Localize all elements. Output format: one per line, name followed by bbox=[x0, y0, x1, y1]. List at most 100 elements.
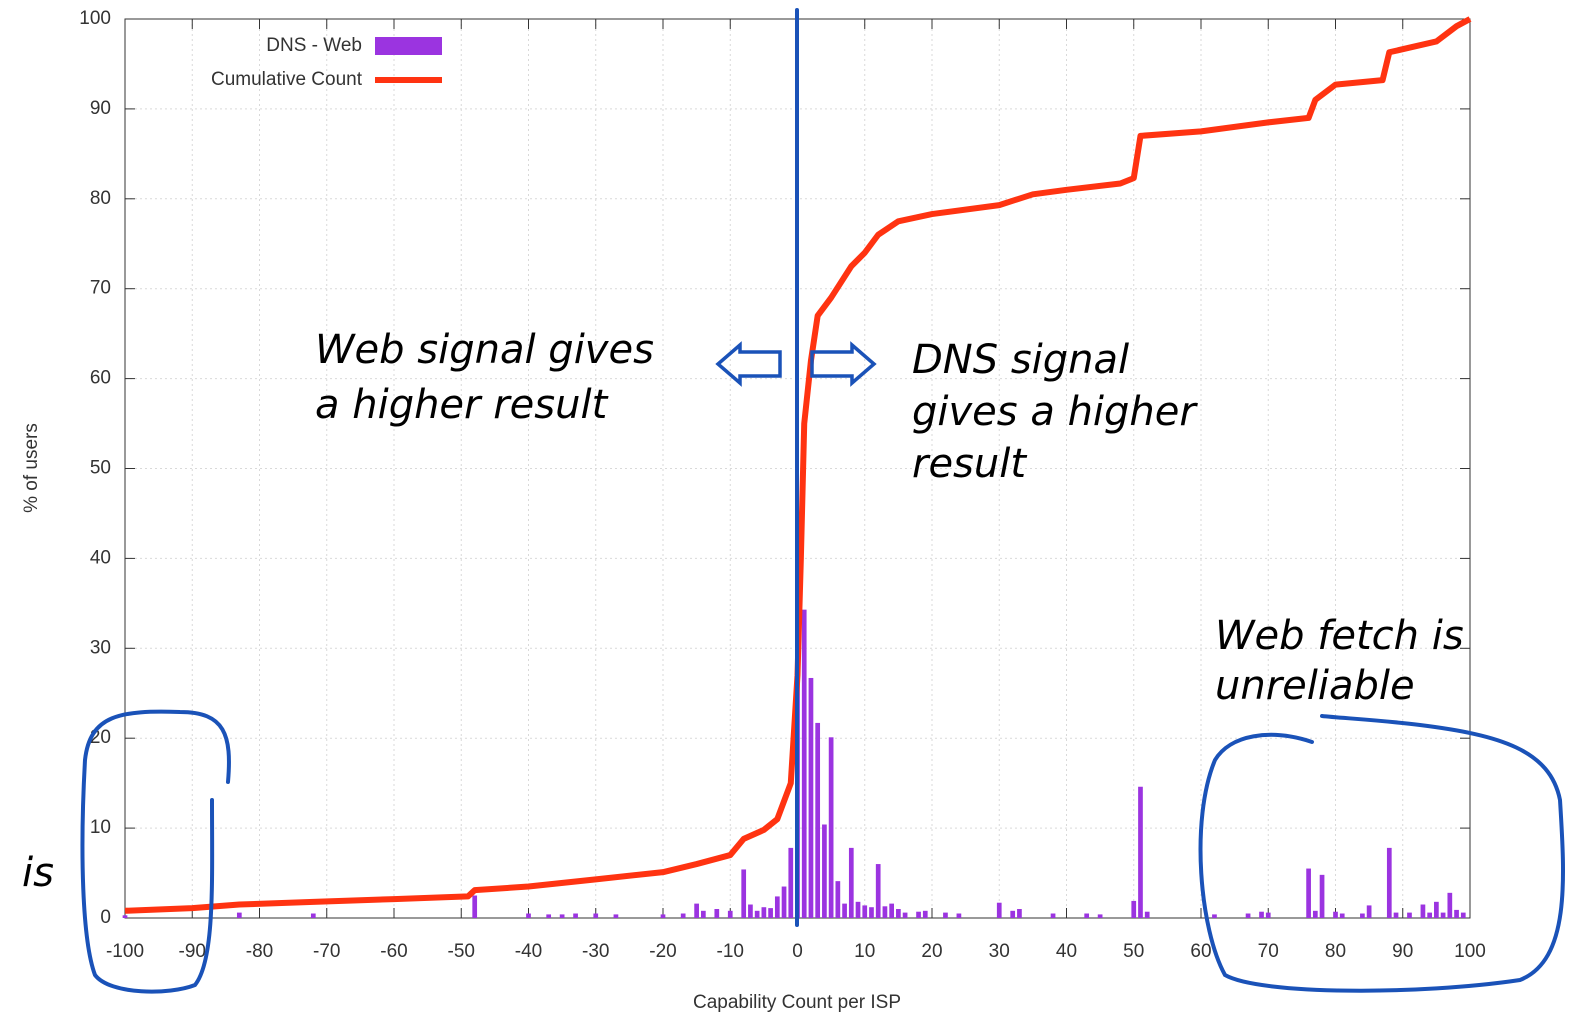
x-tick-label: -30 bbox=[582, 941, 609, 962]
bar bbox=[1017, 909, 1022, 918]
bar bbox=[889, 903, 895, 918]
bar bbox=[1434, 901, 1439, 918]
x-tick-label: -100 bbox=[106, 941, 144, 962]
y-tick-label: 0 bbox=[100, 907, 111, 928]
x-tick-label: 50 bbox=[1123, 941, 1144, 962]
bar bbox=[842, 903, 847, 918]
bar bbox=[956, 913, 962, 918]
y-axis-label: % of users bbox=[21, 423, 42, 513]
annotation: is bbox=[22, 850, 54, 896]
bar bbox=[828, 737, 834, 918]
bar bbox=[1420, 904, 1426, 918]
x-tick-label: -40 bbox=[515, 941, 542, 962]
bar bbox=[1144, 911, 1150, 918]
right-circle bbox=[1198, 714, 1565, 993]
bar bbox=[875, 864, 881, 918]
bar bbox=[660, 914, 666, 918]
x-tick-label: 0 bbox=[792, 941, 803, 962]
bar bbox=[1366, 905, 1372, 918]
bar bbox=[680, 913, 686, 918]
bar bbox=[1440, 912, 1446, 918]
bar bbox=[700, 910, 706, 918]
bar bbox=[573, 913, 578, 918]
bar bbox=[996, 902, 1002, 918]
bar bbox=[1138, 786, 1143, 918]
bar bbox=[815, 722, 821, 918]
bar bbox=[1360, 913, 1365, 918]
legend-label: DNS - Web bbox=[266, 35, 362, 56]
bar bbox=[835, 881, 841, 918]
line bbox=[124, 16, 1472, 914]
x-tick-label: -90 bbox=[179, 941, 206, 962]
x-tick-label: -50 bbox=[448, 941, 475, 962]
bar bbox=[593, 913, 599, 918]
annotation: result bbox=[912, 441, 1027, 487]
annotation: unreliable bbox=[1215, 663, 1415, 709]
annotation: DNS signal bbox=[912, 337, 1129, 383]
x-tick-label: 60 bbox=[1190, 941, 1211, 962]
bar bbox=[748, 904, 753, 918]
bar bbox=[1010, 910, 1016, 918]
bar bbox=[1312, 910, 1318, 918]
bar bbox=[862, 905, 868, 918]
bar bbox=[1386, 847, 1392, 918]
bar bbox=[1319, 874, 1325, 918]
x-tick-label: 20 bbox=[921, 941, 942, 962]
bar bbox=[1333, 911, 1338, 918]
bar bbox=[1131, 900, 1137, 918]
bar bbox=[1245, 913, 1251, 918]
x-tick-label: -10 bbox=[717, 941, 744, 962]
y-tick-label: 100 bbox=[79, 8, 111, 29]
y-tick-label: 30 bbox=[90, 637, 111, 658]
y-tick-label: 10 bbox=[90, 817, 111, 838]
bar bbox=[559, 914, 565, 918]
x-tick-label: 70 bbox=[1258, 941, 1279, 962]
bar bbox=[526, 913, 531, 918]
x-tick-label: -60 bbox=[380, 941, 407, 962]
bar bbox=[236, 912, 242, 918]
left-arrow bbox=[715, 341, 782, 387]
y-tick-label: 70 bbox=[90, 278, 111, 299]
x-tick-label: -20 bbox=[649, 941, 676, 962]
bar bbox=[781, 886, 787, 918]
annotation: Web signal gives bbox=[315, 327, 654, 373]
bar bbox=[1265, 912, 1271, 918]
bar bbox=[1050, 913, 1056, 918]
x-tick-label: 90 bbox=[1392, 941, 1413, 962]
left-circle bbox=[80, 709, 231, 994]
y-tick-label: 50 bbox=[90, 458, 111, 479]
bar bbox=[902, 912, 908, 918]
bar bbox=[741, 869, 747, 918]
annotation: a higher result bbox=[315, 382, 609, 428]
annotation: Web fetch is bbox=[1215, 613, 1464, 659]
bar bbox=[1306, 868, 1311, 918]
y-tick-label: 40 bbox=[90, 547, 111, 568]
bar bbox=[1339, 913, 1345, 918]
bar bbox=[943, 912, 948, 918]
bar bbox=[848, 847, 854, 918]
bar bbox=[546, 914, 552, 918]
bar bbox=[1084, 913, 1090, 918]
bar bbox=[1212, 914, 1217, 918]
hand-drawings bbox=[80, 8, 1565, 994]
bar bbox=[822, 824, 827, 918]
bar bbox=[922, 910, 928, 918]
bar bbox=[1259, 911, 1264, 918]
bar bbox=[122, 915, 128, 918]
bar bbox=[727, 910, 733, 918]
bar bbox=[714, 909, 720, 918]
bar bbox=[1097, 914, 1103, 918]
x-tick-label: 30 bbox=[989, 941, 1010, 962]
bar bbox=[774, 896, 780, 918]
bar bbox=[1460, 912, 1466, 918]
bar bbox=[896, 909, 901, 918]
x-tick-label: 40 bbox=[1056, 941, 1077, 962]
bar bbox=[855, 901, 861, 918]
x-tick-label: -70 bbox=[313, 941, 340, 962]
bar bbox=[788, 847, 794, 918]
bar bbox=[1393, 912, 1399, 918]
bar bbox=[694, 903, 699, 918]
bar bbox=[916, 911, 921, 918]
legend-label: Cumulative Count bbox=[211, 69, 363, 90]
bar bbox=[1447, 892, 1453, 918]
